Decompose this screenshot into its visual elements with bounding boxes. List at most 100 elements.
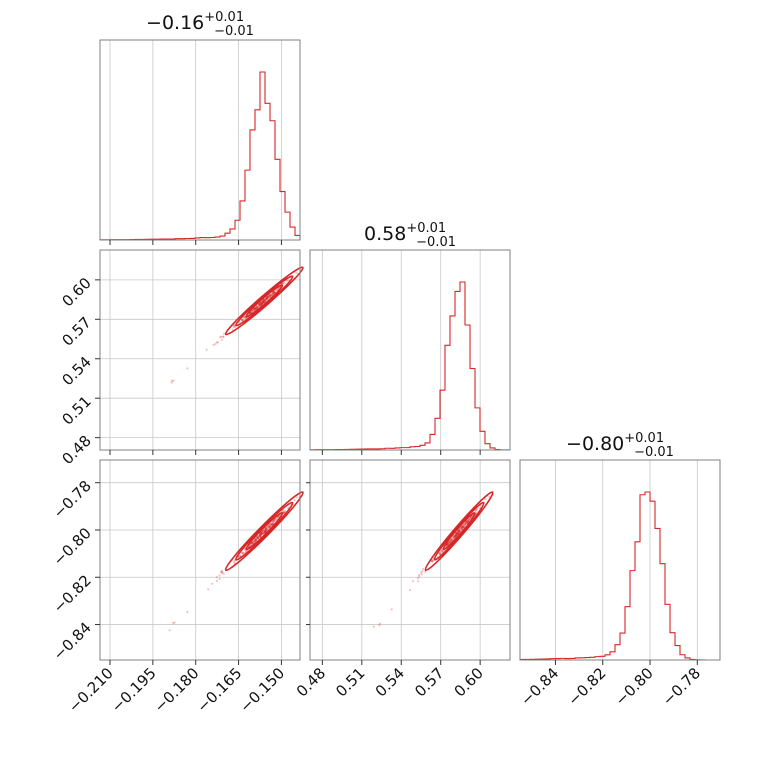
scatter-point	[269, 525, 272, 528]
scatter-point	[256, 536, 260, 540]
scatter-point	[440, 550, 444, 553]
scatter-point	[261, 532, 264, 535]
scatter-point	[258, 535, 262, 538]
scatter-point	[453, 535, 456, 539]
scatter-point	[457, 531, 460, 534]
scatter-point	[283, 511, 286, 514]
scatter-point	[221, 571, 224, 574]
scatter-point	[458, 530, 461, 533]
scatter-point	[474, 509, 477, 513]
scatter-point	[261, 301, 264, 304]
scatter-point	[462, 525, 465, 528]
scatter-point	[268, 294, 272, 297]
panel-frame-0-0	[99, 39, 301, 241]
scatter-point	[475, 508, 478, 511]
scatter-point	[466, 521, 469, 524]
scatter-point	[271, 293, 274, 297]
histogram-layer	[99, 71, 720, 661]
scatter-point	[260, 302, 264, 305]
scatter-point	[262, 529, 265, 532]
scatter-point	[390, 608, 393, 611]
tick-layer: 0.480.510.540.570.60−0.210−0.195−0.180−0…	[50, 240, 704, 716]
panel-frame-2-0	[99, 459, 301, 661]
scatter-point	[262, 301, 265, 304]
scatter-point	[453, 536, 456, 539]
y-tick-label: −0.80	[50, 524, 95, 569]
scatter-point	[454, 534, 458, 537]
scatter-point	[258, 304, 261, 307]
scatter-point	[283, 511, 286, 514]
scatter-point	[263, 530, 267, 533]
x-tick-label: −0.78	[659, 664, 704, 709]
scatter-point	[283, 511, 286, 514]
scatter-point	[449, 539, 453, 542]
scatter-point	[260, 530, 263, 534]
scatter-point	[256, 306, 259, 309]
scatter-point	[221, 571, 224, 574]
scatter-point	[265, 298, 268, 301]
scatter-point	[254, 539, 258, 542]
x-tick-label: −0.195	[108, 664, 160, 716]
scatter-point	[255, 307, 258, 310]
scatter-point	[466, 520, 469, 523]
scatter-point	[446, 543, 449, 546]
scatter-point	[270, 523, 273, 526]
scatter-point	[457, 531, 460, 535]
scatter-point	[446, 543, 449, 546]
scatter-point	[446, 542, 450, 545]
scatter-point	[458, 529, 461, 532]
scatter-point	[268, 523, 271, 526]
scatter-point	[254, 538, 258, 541]
scatter-point	[446, 543, 449, 546]
scatter-point	[264, 298, 267, 301]
scatter-point	[253, 307, 257, 310]
scatter-point	[271, 522, 274, 525]
scatter-point	[259, 302, 262, 305]
scatter-point	[466, 520, 470, 523]
scatter-point	[245, 550, 248, 553]
scatter-point	[259, 303, 262, 306]
scatter-point	[172, 379, 175, 382]
scatter-point	[457, 532, 460, 535]
scatter-point	[271, 291, 274, 295]
scatter-point	[455, 531, 458, 535]
contour-level-0	[424, 491, 494, 572]
scatter-point	[457, 529, 460, 532]
scatter-point	[453, 535, 456, 538]
scatter-point	[250, 543, 253, 546]
scatter-point	[272, 290, 276, 293]
scatter-point	[263, 529, 266, 532]
panel-frame-1-0	[99, 249, 301, 451]
scatter-point	[258, 534, 262, 537]
scatter-point	[450, 539, 453, 542]
scatter-point	[261, 530, 264, 534]
scatter-point	[261, 301, 265, 304]
scatter-point	[253, 308, 256, 311]
scatter-point	[253, 307, 257, 310]
scatter-point	[450, 537, 454, 541]
scatter-point	[258, 532, 261, 536]
scatter-point	[259, 304, 262, 307]
scatter-point	[464, 521, 467, 524]
scatter-point	[265, 296, 268, 300]
scatter-point	[454, 534, 457, 537]
scatter-point	[258, 303, 261, 306]
scatter-point	[469, 516, 473, 519]
scatter-point	[431, 560, 434, 563]
scatter-point	[452, 537, 456, 540]
scatter-point	[212, 343, 215, 347]
scatter-point	[261, 300, 264, 303]
scatter-point	[462, 524, 465, 527]
y-tick-label: 0.60	[58, 274, 94, 310]
scatter-point	[268, 295, 272, 299]
scatter-point	[467, 518, 471, 521]
scatter-point	[461, 525, 464, 529]
scatter-point	[372, 625, 375, 628]
scatter-point	[262, 532, 266, 535]
x-tick-label: −0.210	[65, 664, 117, 716]
scatter-point	[251, 310, 254, 313]
scatter-point	[457, 530, 460, 533]
scatter-point	[241, 318, 244, 321]
scatter-point	[488, 495, 491, 499]
